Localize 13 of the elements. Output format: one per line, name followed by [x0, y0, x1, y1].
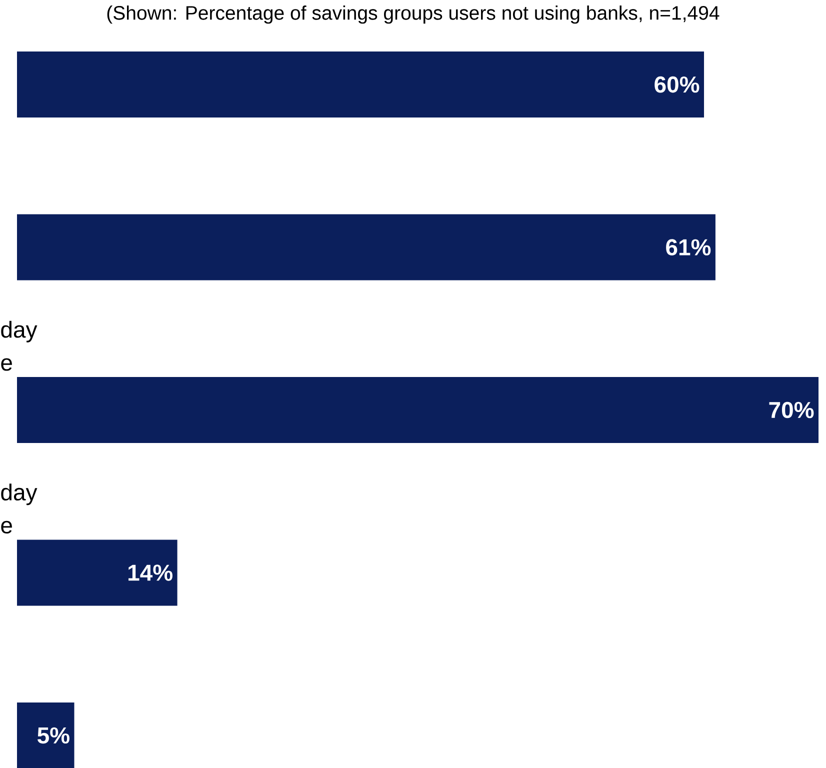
text: (Shown: Percentage of savings groups users not using banks, n=1,494: [107, 6, 720, 24]
y-tick-label: day e: [1, 484, 38, 534]
data-label: 14%: [128, 564, 172, 581]
data-label: 5%: [38, 727, 70, 744]
data-label: 70%: [769, 402, 814, 418]
bar: [17, 377, 819, 444]
bar: [17, 540, 178, 606]
bar: [17, 52, 704, 118]
bar: [17, 702, 74, 768]
bar: [17, 214, 716, 280]
data-label: 61%: [666, 239, 711, 256]
data-label: 60%: [654, 76, 700, 93]
y-tick-label: day e: [1, 320, 38, 371]
